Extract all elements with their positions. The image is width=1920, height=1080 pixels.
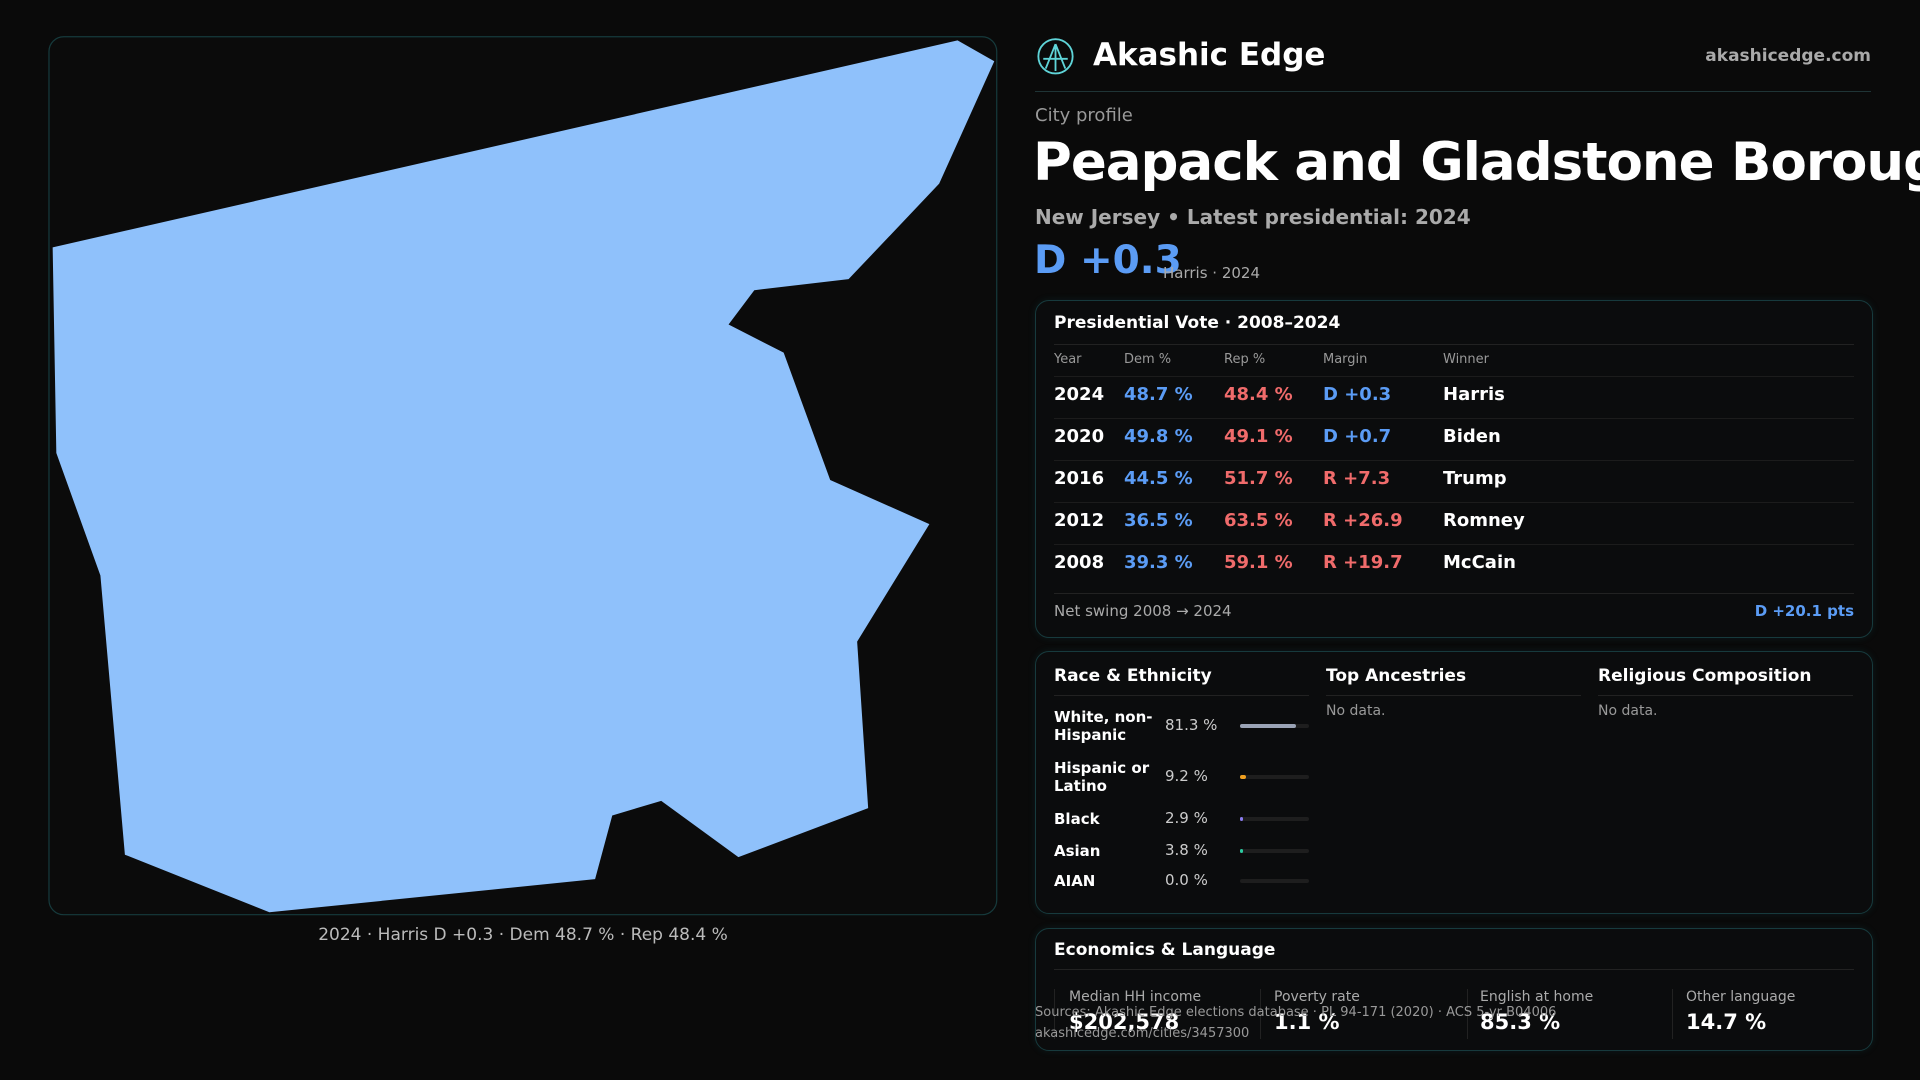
- stat-value: 1.1 %: [1274, 1010, 1340, 1034]
- divider: [1035, 91, 1871, 92]
- cell: 48.4 %: [1224, 384, 1293, 405]
- cell: 49.1 %: [1224, 426, 1293, 447]
- swing-label: Net swing 2008 → 2024: [1054, 602, 1232, 620]
- column-header: Winner: [1443, 352, 1490, 367]
- bar-track: [1240, 817, 1309, 821]
- bar: [1240, 724, 1297, 728]
- source-link[interactable]: akashicedge.com/cities/3457300: [1035, 1026, 1250, 1041]
- column-header: Dem %: [1124, 352, 1172, 367]
- race-pct: 3.8 %: [1165, 841, 1208, 859]
- row-divider: [1054, 418, 1854, 419]
- column-divider: [1054, 989, 1055, 1039]
- logo: [1037, 38, 1074, 75]
- stat-value: 85.3 %: [1480, 1010, 1561, 1034]
- divider: [1054, 344, 1854, 345]
- stat-label: English at home: [1480, 989, 1594, 1005]
- panel-title: Religious Composition: [1598, 666, 1812, 686]
- race-label: AIAN: [1054, 872, 1096, 890]
- stat-value: 14.7 %: [1686, 1010, 1767, 1034]
- bar-track: [1240, 775, 1309, 779]
- sources: Sources: Akashic Edge elections database…: [1035, 1005, 1557, 1020]
- cell: Biden: [1443, 426, 1501, 447]
- panel-title: Top Ancestries: [1326, 666, 1467, 686]
- column-divider: [1467, 989, 1468, 1039]
- cell: 2020: [1054, 426, 1105, 447]
- cell: 51.7 %: [1224, 468, 1293, 489]
- cell: 59.1 %: [1224, 552, 1293, 573]
- race-pct: 2.9 %: [1165, 809, 1208, 827]
- subtitle: New Jersey • Latest presidential: 2024: [1035, 205, 1471, 229]
- swing-value: D +20.1 pts: [1754, 602, 1854, 620]
- panel-title: Race & Ethnicity: [1054, 666, 1212, 686]
- race-pct: 81.3 %: [1165, 716, 1218, 734]
- panel-title: Economics & Language: [1054, 940, 1276, 960]
- no-data: No data.: [1598, 703, 1658, 719]
- race-label: White, non-Hispanic: [1054, 708, 1153, 744]
- row-divider: [1054, 376, 1854, 377]
- cell: 2008: [1054, 552, 1105, 573]
- race-label: Hispanic or Latino: [1054, 759, 1150, 795]
- bar-track: [1240, 879, 1309, 883]
- row-divider: [1054, 544, 1854, 545]
- stat-label: Poverty rate: [1274, 989, 1360, 1005]
- city-shape: [52, 40, 995, 913]
- no-data: No data.: [1326, 703, 1386, 719]
- cell: Romney: [1443, 510, 1525, 531]
- column-header: Rep %: [1224, 352, 1266, 367]
- cell: Harris: [1443, 384, 1505, 405]
- divider: [1054, 969, 1854, 970]
- row-divider: [1054, 460, 1854, 461]
- bar: [1240, 849, 1243, 853]
- stat-label: Median HH income: [1069, 989, 1202, 1005]
- cell: 49.8 %: [1124, 426, 1193, 447]
- column-header: Year: [1054, 352, 1082, 367]
- site-link[interactable]: akashicedge.com: [1705, 46, 1871, 66]
- stat-value: $202,578: [1069, 1010, 1180, 1034]
- column-header: Margin: [1323, 352, 1368, 367]
- cell: 63.5 %: [1224, 510, 1293, 531]
- city-title: Peapack and Gladstone Borough: [1033, 132, 1920, 193]
- map-caption: 2024 · Harris D +0.3 · Dem 48.7 % · Rep …: [318, 925, 728, 945]
- bar-track: [1240, 849, 1309, 853]
- divider: [1054, 593, 1854, 594]
- cell: 39.3 %: [1124, 552, 1193, 573]
- cell: McCain: [1443, 552, 1516, 573]
- divider: [1326, 695, 1581, 696]
- cell: 2024: [1054, 384, 1105, 405]
- cell: R +7.3: [1323, 468, 1391, 489]
- cell: R +26.9: [1323, 510, 1403, 531]
- demographics-panel: Race & Ethnicity Top Ancestries No data.…: [1035, 651, 1873, 914]
- divider: [1054, 695, 1309, 696]
- column-divider: [1672, 989, 1673, 1039]
- bar: [1240, 775, 1247, 779]
- brand[interactable]: Akashic Edge: [1093, 37, 1326, 73]
- cell: 2012: [1054, 510, 1105, 531]
- row-divider: [1054, 502, 1854, 503]
- cell: Trump: [1443, 468, 1507, 489]
- column-divider: [1260, 989, 1261, 1039]
- race-pct: 9.2 %: [1165, 767, 1208, 785]
- kicker: City profile: [1035, 105, 1133, 126]
- cell: D +0.3: [1323, 384, 1392, 405]
- cell: 44.5 %: [1124, 468, 1193, 489]
- race-label: Black: [1054, 810, 1100, 828]
- cell: 2016: [1054, 468, 1105, 489]
- race-label: Asian: [1054, 842, 1101, 860]
- cell: 48.7 %: [1124, 384, 1193, 405]
- margin: D +0.3: [1034, 238, 1182, 283]
- stat-label: Other language: [1686, 989, 1796, 1005]
- cell: D +0.7: [1323, 426, 1392, 447]
- cell: 36.5 %: [1124, 510, 1193, 531]
- race-pct: 0.0 %: [1165, 871, 1208, 889]
- margin-note: Harris · 2024: [1163, 264, 1261, 282]
- economics-panel: Economics & Language Median HH income $20…: [1035, 928, 1873, 1051]
- cell: R +19.7: [1323, 552, 1403, 573]
- panel-title: Presidential Vote · 2008–2024: [1054, 313, 1341, 333]
- bar: [1240, 817, 1243, 821]
- divider: [1598, 695, 1853, 696]
- vote-panel: Presidential Vote · 2008–2024 Net swing …: [1035, 300, 1873, 638]
